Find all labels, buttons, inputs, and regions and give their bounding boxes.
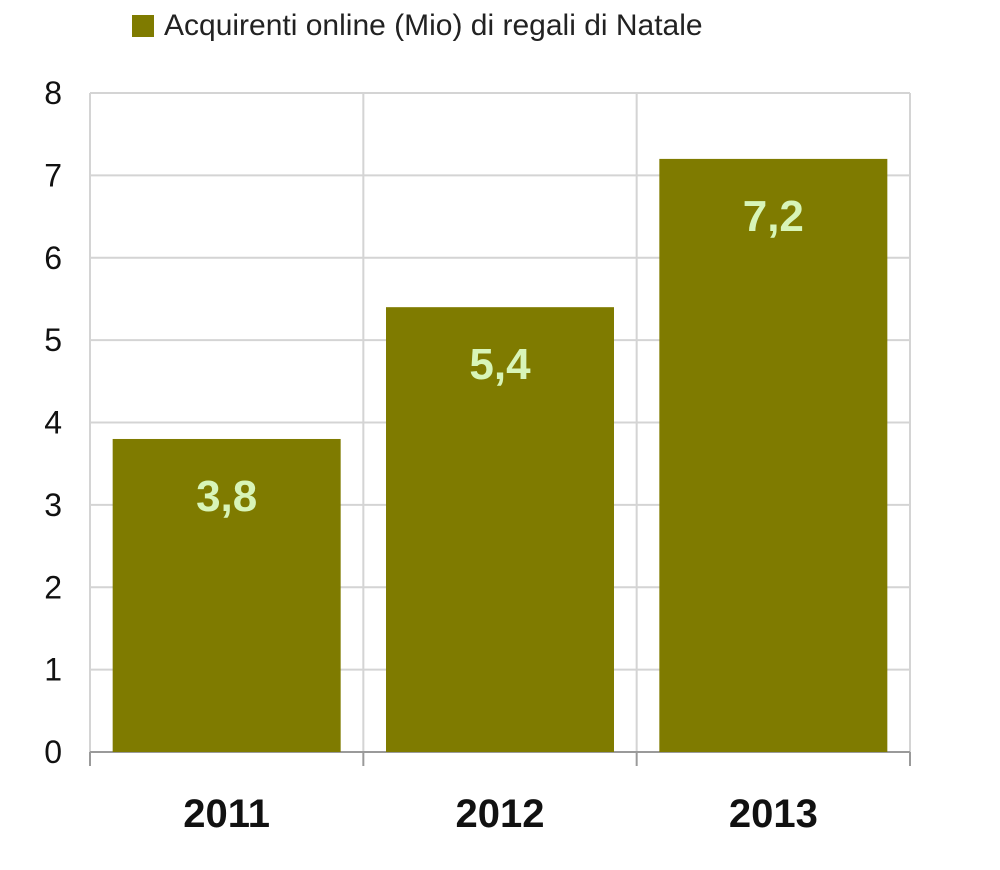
data-label: 7,2	[743, 192, 804, 241]
x-tick-label: 2013	[729, 792, 818, 836]
legend: Acquirenti online (Mio) di regali di Nat…	[132, 6, 703, 46]
legend-label: Acquirenti online (Mio) di regali di Nat…	[164, 9, 703, 42]
x-tick-label: 2012	[456, 792, 545, 836]
y-tick-label: 3	[44, 487, 62, 523]
bar	[659, 158, 888, 752]
y-tick-label: 5	[44, 322, 62, 358]
y-tick-label: 6	[44, 240, 62, 276]
y-tick-label: 8	[44, 75, 62, 111]
x-tick-label: 2011	[183, 792, 270, 836]
data-label: 5,4	[469, 340, 531, 389]
data-label: 3,8	[196, 472, 257, 521]
y-tick-label: 1	[44, 652, 62, 688]
y-tick-label: 4	[44, 405, 62, 441]
y-tick-label: 7	[44, 157, 62, 193]
y-tick-label: 0	[44, 734, 62, 770]
bar	[112, 438, 341, 752]
legend-swatch	[132, 15, 154, 37]
bar	[386, 307, 614, 752]
y-tick-label: 2	[44, 569, 62, 605]
